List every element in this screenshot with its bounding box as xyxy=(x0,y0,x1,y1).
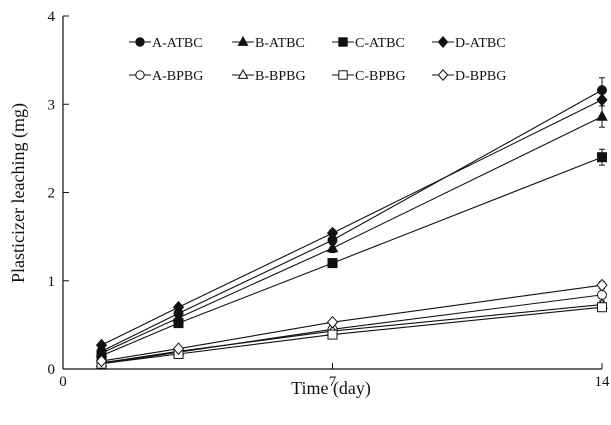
data-point xyxy=(327,258,338,269)
legend-label: C-BPBG xyxy=(355,69,406,84)
data-point xyxy=(597,152,607,163)
legend-marker xyxy=(135,70,145,80)
series-line-b-bpbg xyxy=(101,304,603,364)
legend-marker xyxy=(338,70,348,80)
data-point xyxy=(173,318,184,329)
x-tick-label: 0 xyxy=(59,374,67,390)
data-point xyxy=(596,278,608,292)
series-b-atbc xyxy=(101,116,603,354)
data-point xyxy=(597,302,607,313)
legend-label: B-BPBG xyxy=(255,69,306,84)
legend-item-b-bpbg: B-BPBG xyxy=(232,68,306,84)
data-point xyxy=(95,354,108,368)
axis-ticks: 0 7 14 0 1 2 3 4 xyxy=(48,9,611,390)
y-tick-label: 3 xyxy=(48,97,56,113)
series-d-bpbg xyxy=(101,284,603,362)
legend-label: B-ATBC xyxy=(255,36,305,51)
legend-item-a-bpbg: A-BPBG xyxy=(129,69,203,84)
series-points-a-bpbg xyxy=(96,288,607,369)
x-tick-label: 7 xyxy=(329,374,337,390)
series-line-b-atbc xyxy=(101,116,603,354)
legend-label: A-BPBG xyxy=(152,69,203,84)
legend-marker xyxy=(135,37,145,47)
legend-label: D-ATBC xyxy=(455,36,506,51)
legend-item-b-atbc: B-ATBC xyxy=(232,35,305,51)
data-point xyxy=(326,315,339,329)
legend-item-d-bpbg: D-BPBG xyxy=(432,68,506,84)
y-axis-title: Plasticizer leaching (mg) xyxy=(8,103,29,283)
legend-label: D-BPBG xyxy=(455,69,506,84)
legend: A-ATBC B-ATBC C-ATBC D-ATBC A-BPBG B-BPBG C-BP… xyxy=(129,35,506,84)
series-line-d-bpbg xyxy=(101,284,603,362)
data-point xyxy=(327,329,338,340)
y-tick-label: 1 xyxy=(48,274,56,290)
series-points-d-atbc xyxy=(95,93,608,352)
legend-marker xyxy=(437,35,449,49)
legend-marker xyxy=(237,68,249,79)
series-a-atbc xyxy=(101,89,603,352)
legend-item-c-atbc: C-ATBC xyxy=(332,36,405,51)
data-point xyxy=(172,342,185,356)
legend-marker xyxy=(437,68,449,82)
series-d-atbc xyxy=(101,99,603,346)
plot-area xyxy=(95,77,608,369)
x-tick-label: 14 xyxy=(595,374,611,390)
series-line-a-atbc xyxy=(101,89,603,352)
data-point xyxy=(172,300,185,314)
data-point xyxy=(326,241,339,253)
data-point xyxy=(326,226,339,240)
data-point xyxy=(597,289,607,300)
series-points-c-bpbg xyxy=(96,302,607,369)
legend-marker xyxy=(338,37,348,47)
data-point xyxy=(596,110,608,121)
series-line-c-atbc xyxy=(101,156,603,357)
legend-item-a-atbc: A-ATBC xyxy=(129,36,203,51)
series-line-c-bpbg xyxy=(101,306,603,365)
series-b-bpbg xyxy=(101,304,603,364)
series-c-bpbg xyxy=(101,306,603,365)
legend-item-c-bpbg: C-BPBG xyxy=(332,69,406,84)
series-points-d-bpbg xyxy=(95,278,608,368)
y-tick-label: 2 xyxy=(48,186,56,202)
x-axis-title: Time (day) xyxy=(291,378,371,399)
data-point xyxy=(95,338,108,352)
legend-label: A-ATBC xyxy=(152,36,203,51)
series-line-d-atbc xyxy=(101,99,603,346)
legend-marker xyxy=(237,35,249,46)
series-c-atbc xyxy=(101,156,603,357)
legend-item-d-atbc: D-ATBC xyxy=(432,35,506,51)
y-tick-label: 4 xyxy=(48,9,56,25)
data-point xyxy=(596,93,608,107)
legend-label: C-ATBC xyxy=(355,36,405,51)
y-tick-label: 0 xyxy=(48,362,56,378)
